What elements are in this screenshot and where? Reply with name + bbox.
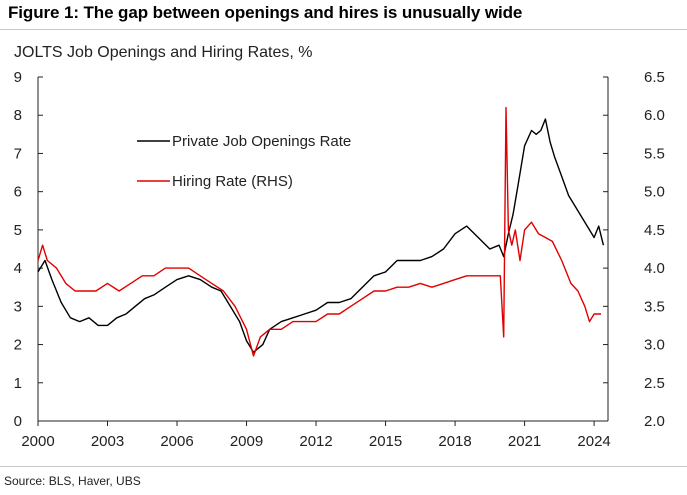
y-right-tick-label: 5.5	[644, 145, 665, 162]
y-left-tick-label: 0	[14, 413, 22, 430]
y-left-tick-label: 5	[14, 222, 22, 239]
y-left-tick-label: 6	[14, 184, 22, 201]
chart-axes	[37, 77, 609, 422]
y-right-tick-label: 6.0	[644, 107, 665, 124]
x-tick-label: 2000	[21, 433, 54, 450]
y-left-tick-label: 4	[14, 260, 22, 277]
legend-label-hiring: Hiring Rate (RHS)	[172, 173, 293, 190]
source-note: Source: BLS, Haver, UBS	[4, 474, 141, 488]
y-left-tick-label: 2	[14, 337, 22, 354]
x-tick-label: 2021	[508, 433, 541, 450]
chart-subtitle: JOLTS Job Openings and Hiring Rates, %	[14, 44, 313, 61]
series-lines	[37, 106, 605, 357]
openings-rate-line	[37, 118, 605, 353]
title-divider	[0, 29, 687, 30]
legend-label-openings: Private Job Openings Rate	[172, 133, 351, 150]
y-left-tick-label: 1	[14, 375, 22, 392]
footer-divider	[0, 466, 687, 467]
hiring-rate-line	[37, 106, 601, 357]
x-tick-label: 2018	[438, 433, 471, 450]
y-left-tick-label: 7	[14, 145, 22, 162]
x-tick-label: 2024	[577, 433, 610, 450]
y-right-tick-label: 5.0	[644, 184, 665, 201]
figure-title: Figure 1: The gap between openings and h…	[8, 3, 523, 22]
chart-legend: Private Job Openings Rate Hiring Rate (R…	[137, 133, 351, 190]
y-right-tick-label: 3.5	[644, 298, 665, 315]
x-tick-label: 2012	[299, 433, 332, 450]
y-right-tick-label: 4.0	[644, 260, 665, 277]
y-right-tick-label: 6.5	[644, 69, 665, 86]
y-right-tick-label: 4.5	[644, 222, 665, 239]
y-right-tick-label: 3.0	[644, 337, 665, 354]
x-tick-label: 2003	[91, 433, 124, 450]
tick-labels: 0 1 2 3 4 5 6 7 8 9 2.0 2.5 3.0 3.5 4.0 4.5 5.0 5.5 6.0 6.5…	[14, 69, 665, 450]
x-tick-label: 2015	[369, 433, 402, 450]
y-right-tick-label: 2.5	[644, 375, 665, 392]
x-tick-label: 2006	[160, 433, 193, 450]
y-left-tick-label: 8	[14, 107, 22, 124]
y-right-tick-label: 2.0	[644, 413, 665, 430]
x-tick-label: 2009	[230, 433, 263, 450]
y-left-tick-label: 3	[14, 298, 22, 315]
y-left-tick-label: 9	[14, 69, 22, 86]
